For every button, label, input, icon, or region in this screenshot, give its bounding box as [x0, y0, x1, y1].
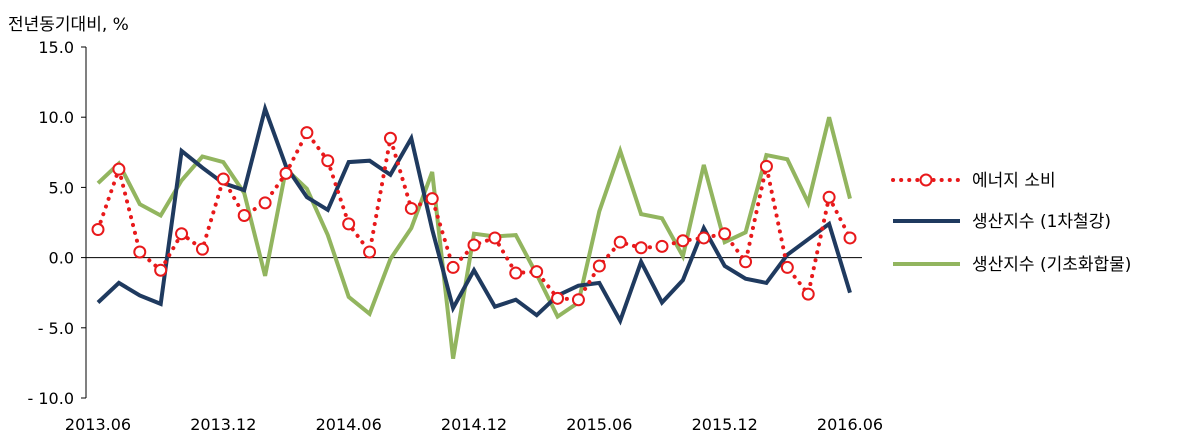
data-point-energy	[404, 201, 418, 215]
data-point-energy	[613, 235, 627, 249]
data-point-energy	[175, 227, 189, 241]
data-point-energy	[801, 287, 815, 301]
data-point-energy	[780, 260, 794, 274]
legend-item: 생산지수 (기초화합물)	[893, 255, 1131, 275]
data-point-energy	[112, 162, 126, 176]
data-point-energy	[655, 239, 669, 253]
y-tick-label: 5.0	[49, 178, 74, 197]
legend-label: 에너지 소비	[972, 171, 1056, 191]
data-point-energy	[571, 293, 585, 307]
data-point-energy	[509, 266, 523, 280]
data-point-energy	[321, 154, 335, 168]
data-point-energy	[154, 263, 168, 277]
data-point-energy	[133, 245, 147, 259]
data-point-energy	[91, 223, 105, 237]
x-tick-label: 2013.12	[190, 415, 256, 434]
data-point-energy	[822, 190, 836, 204]
data-point-energy	[592, 259, 606, 273]
legend-item: 생산지수 (1차철강)	[893, 212, 1111, 232]
x-tick-label: 2013.06	[65, 415, 131, 434]
data-point-energy	[739, 255, 753, 269]
data-point-energy	[488, 231, 502, 245]
series-line-chemical	[96, 116, 852, 360]
data-point-energy	[467, 238, 481, 252]
data-point-energy	[425, 192, 439, 206]
data-point-energy	[342, 217, 356, 231]
data-point-energy	[551, 291, 565, 305]
plot-area	[91, 102, 857, 360]
axes: 15.0 10.0 5.0 0.0 - 5.0 - 10.0 2013.06 2013.12 2…	[28, 38, 884, 434]
legend-item: 에너지 소비	[891, 171, 1056, 191]
y-tick-label: - 5.0	[38, 319, 74, 338]
data-point-energy	[383, 131, 397, 145]
x-tick-label: 2014.12	[441, 415, 507, 434]
y-tick-label: 10.0	[38, 108, 74, 127]
legend-marker-energy	[919, 173, 933, 187]
y-tick-label: 15.0	[38, 38, 74, 57]
data-point-energy	[300, 126, 314, 140]
series-line-steel	[96, 102, 852, 326]
data-point-energy	[718, 227, 732, 241]
x-tick-label: 2015.06	[566, 415, 632, 434]
data-point-energy	[279, 166, 293, 180]
data-point-energy	[759, 159, 773, 173]
data-point-energy	[237, 208, 251, 222]
y-tick-label: 0.0	[49, 249, 74, 268]
data-point-energy	[676, 234, 690, 248]
data-point-energy	[446, 260, 460, 274]
legend-label: 생산지수 (1차철강)	[972, 212, 1111, 232]
x-tick-label: 2016.06	[817, 415, 883, 434]
data-point-energy	[697, 231, 711, 245]
legend-label: 생산지수 (기초화합물)	[972, 255, 1131, 275]
data-point-energy	[195, 242, 209, 256]
x-tick-label: 2015.12	[692, 415, 758, 434]
data-point-energy	[258, 196, 272, 210]
x-tick-label: 2014.06	[316, 415, 382, 434]
data-point-energy	[530, 265, 544, 279]
data-point-energy	[363, 245, 377, 259]
y-axis-label: 전년동기대비, %	[8, 15, 129, 35]
data-point-energy	[216, 172, 230, 186]
data-point-energy	[634, 241, 648, 255]
y-tick-label: - 10.0	[28, 389, 74, 408]
data-point-energy	[843, 231, 857, 245]
